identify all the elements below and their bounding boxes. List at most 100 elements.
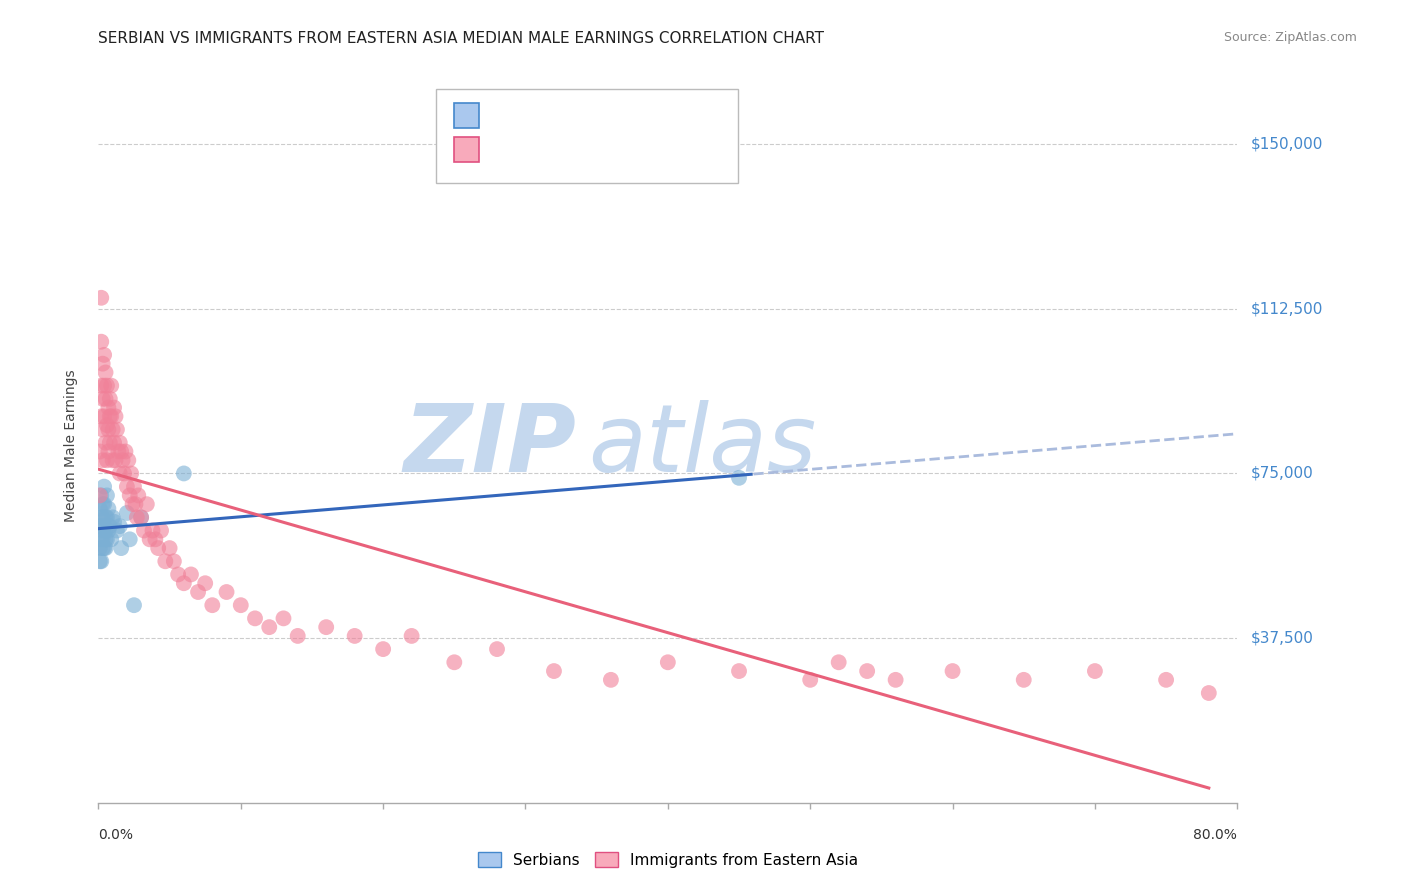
- Point: [141, 524, 163, 538]
- Point: [856, 664, 879, 678]
- Point: [187, 585, 209, 599]
- Point: [98, 392, 121, 406]
- Point: [180, 567, 202, 582]
- Point: [93, 497, 115, 511]
- Point: [94, 533, 117, 547]
- Point: [259, 620, 281, 634]
- Point: [91, 524, 114, 538]
- Point: [110, 541, 132, 555]
- Point: [107, 444, 129, 458]
- Point: [600, 673, 623, 687]
- Point: [135, 497, 157, 511]
- Point: [91, 497, 114, 511]
- Point: [828, 655, 851, 669]
- Point: [103, 435, 125, 450]
- Point: [401, 629, 423, 643]
- Point: [486, 642, 509, 657]
- Point: [104, 409, 127, 424]
- Point: [90, 488, 112, 502]
- Legend: Serbians, Immigrants from Eastern Asia: Serbians, Immigrants from Eastern Asia: [471, 846, 865, 873]
- Point: [159, 541, 181, 555]
- Point: [215, 585, 238, 599]
- Point: [91, 453, 114, 467]
- Point: [100, 533, 122, 547]
- Point: [201, 598, 224, 612]
- Point: [98, 435, 121, 450]
- Point: [115, 480, 138, 494]
- Point: [129, 510, 152, 524]
- Text: 80.0%: 80.0%: [1194, 828, 1237, 842]
- Text: R =: R =: [491, 110, 522, 124]
- Point: [167, 567, 190, 582]
- Point: [121, 497, 143, 511]
- Point: [89, 519, 111, 533]
- Point: [96, 533, 118, 547]
- Text: -0.246: -0.246: [530, 145, 582, 159]
- Point: [91, 357, 114, 371]
- Text: SERBIAN VS IMMIGRANTS FROM EASTERN ASIA MEDIAN MALE EARNINGS CORRELATION CHART: SERBIAN VS IMMIGRANTS FROM EASTERN ASIA …: [98, 31, 824, 46]
- Point: [96, 510, 118, 524]
- Point: [117, 453, 139, 467]
- Point: [89, 541, 111, 555]
- Point: [150, 524, 173, 538]
- Point: [112, 467, 135, 481]
- Point: [91, 392, 114, 406]
- Point: [1198, 686, 1220, 700]
- Point: [942, 664, 965, 678]
- Point: [91, 510, 114, 524]
- Point: [108, 467, 131, 481]
- Point: [90, 291, 112, 305]
- Point: [91, 541, 114, 555]
- Point: [127, 488, 149, 502]
- Point: [122, 598, 145, 612]
- Point: [96, 488, 118, 502]
- Point: [96, 378, 118, 392]
- Point: [120, 467, 142, 481]
- Point: [94, 392, 117, 406]
- Point: [93, 519, 115, 533]
- Point: [343, 629, 366, 643]
- Point: [799, 673, 821, 687]
- Point: [98, 409, 121, 424]
- Point: [90, 378, 112, 392]
- Point: [97, 524, 120, 538]
- Point: [273, 611, 295, 625]
- Point: [443, 655, 465, 669]
- Point: [115, 506, 138, 520]
- Point: [89, 501, 111, 516]
- Point: [287, 629, 309, 643]
- Point: [124, 497, 146, 511]
- Y-axis label: Median Male Earnings: Median Male Earnings: [63, 369, 77, 523]
- Point: [93, 409, 115, 424]
- Point: [173, 576, 195, 591]
- Point: [97, 401, 120, 415]
- Point: [118, 488, 141, 502]
- Point: [1154, 673, 1177, 687]
- Point: [89, 444, 111, 458]
- Point: [194, 576, 217, 591]
- Text: Source: ZipAtlas.com: Source: ZipAtlas.com: [1223, 31, 1357, 45]
- Point: [90, 533, 112, 547]
- Point: [93, 541, 115, 555]
- Point: [129, 510, 152, 524]
- Text: 0.0%: 0.0%: [98, 828, 134, 842]
- Point: [93, 348, 115, 362]
- Point: [114, 444, 136, 458]
- Point: [91, 423, 114, 437]
- Point: [100, 378, 122, 392]
- Text: $37,500: $37,500: [1251, 631, 1315, 646]
- Point: [155, 554, 177, 568]
- Point: [96, 453, 118, 467]
- Point: [97, 501, 120, 516]
- Point: [94, 435, 117, 450]
- Point: [90, 510, 112, 524]
- Point: [90, 554, 112, 568]
- Point: [315, 620, 337, 634]
- Point: [138, 533, 160, 547]
- Point: [97, 444, 120, 458]
- Point: [122, 480, 145, 494]
- Text: N =: N =: [596, 145, 628, 159]
- Point: [96, 418, 118, 433]
- Point: [94, 541, 117, 555]
- Point: [93, 378, 115, 392]
